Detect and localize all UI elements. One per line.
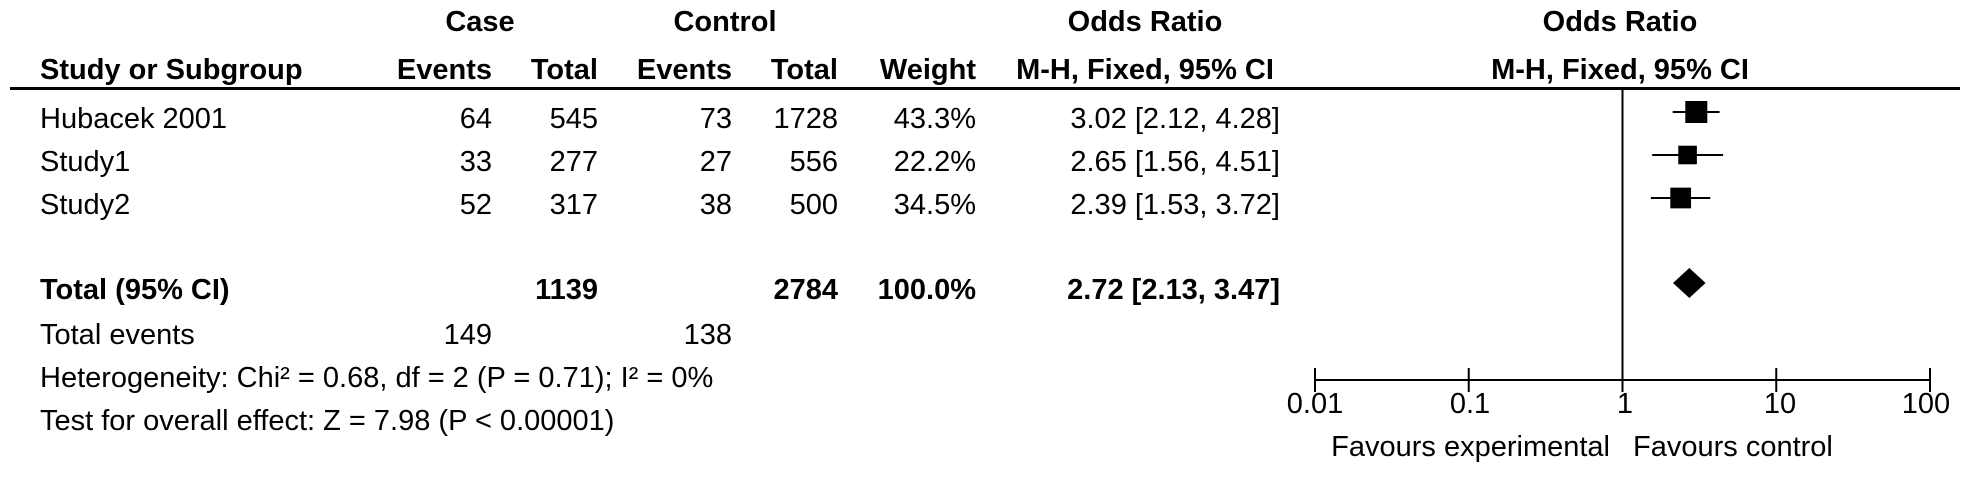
total-events-case: 149 (443, 319, 492, 351)
x-tick-label: 0.1 (1449, 388, 1491, 420)
case-events: 33 (459, 146, 492, 178)
weight-value: 43.3% (893, 103, 976, 135)
study-estimate-square (1670, 187, 1692, 209)
study-name: Study1 (40, 146, 131, 178)
control-total-sum: 2784 (773, 274, 838, 306)
weight-value: 34.5% (893, 189, 976, 221)
x-tick-label: 100 (1901, 388, 1951, 420)
or-ci-text: 2.65 [1.56, 4.51] (1070, 146, 1280, 178)
weight-header: Weight (879, 54, 976, 86)
total-or-ci-text: 2.72 [2.13, 3.47] (1067, 274, 1280, 306)
study-name: Hubacek 2001 (40, 103, 228, 135)
study-estimate-square (1678, 145, 1697, 165)
control-total: 500 (789, 189, 838, 221)
pooled-estimate-diamond (1672, 268, 1706, 298)
or-ci-text: 2.39 [1.53, 3.72] (1070, 189, 1280, 221)
case-total: 277 (549, 146, 598, 178)
study-estimate-square (1685, 101, 1708, 123)
control-events: 38 (699, 189, 732, 221)
case-group-header: Case (445, 6, 515, 38)
control-events: 27 (699, 146, 732, 178)
header-rule (10, 87, 1960, 90)
or-ci-text: 3.02 [2.12, 4.28] (1070, 103, 1280, 135)
x-tick-label: 1 (1616, 388, 1634, 420)
x-tick-label: 0.01 (1286, 388, 1344, 420)
control-events-header: Events (636, 54, 732, 86)
case-total: 545 (549, 103, 598, 135)
x-tick-label: 10 (1763, 388, 1797, 420)
study-name: Study2 (40, 189, 131, 221)
case-total-header: Total (530, 54, 598, 86)
control-total: 556 (789, 146, 838, 178)
control-total: 1728 (773, 103, 838, 135)
case-events-header: Events (396, 54, 492, 86)
total-events-control: 138 (683, 319, 732, 351)
study-column-header: Study or Subgroup (40, 54, 303, 86)
or-table-header: Odds Ratio (1067, 6, 1223, 38)
case-events: 64 (459, 103, 492, 135)
overall-effect-text: Test for overall effect: Z = 7.98 (P < 0… (40, 405, 615, 437)
case-total-sum: 1139 (535, 274, 598, 306)
favours-control-label: Favours control (1633, 431, 1833, 463)
or-plot-header: Odds Ratio (1542, 6, 1698, 38)
control-group-header: Control (673, 6, 777, 38)
favours-experimental-label: Favours experimental (1331, 431, 1610, 463)
total-label: Total (95% CI) (40, 274, 230, 306)
control-events: 73 (699, 103, 732, 135)
total-events-label: Total events (40, 319, 195, 351)
case-events: 52 (459, 189, 492, 221)
method-header-table: M-H, Fixed, 95% CI (1016, 54, 1274, 86)
heterogeneity-text: Heterogeneity: Chi² = 0.68, df = 2 (P = … (40, 362, 714, 394)
method-header-plot: M-H, Fixed, 95% CI (1491, 54, 1749, 86)
weight-value: 22.2% (893, 146, 976, 178)
case-total: 317 (549, 189, 598, 221)
total-weight: 100.0% (877, 274, 976, 306)
control-total-header: Total (770, 54, 838, 86)
